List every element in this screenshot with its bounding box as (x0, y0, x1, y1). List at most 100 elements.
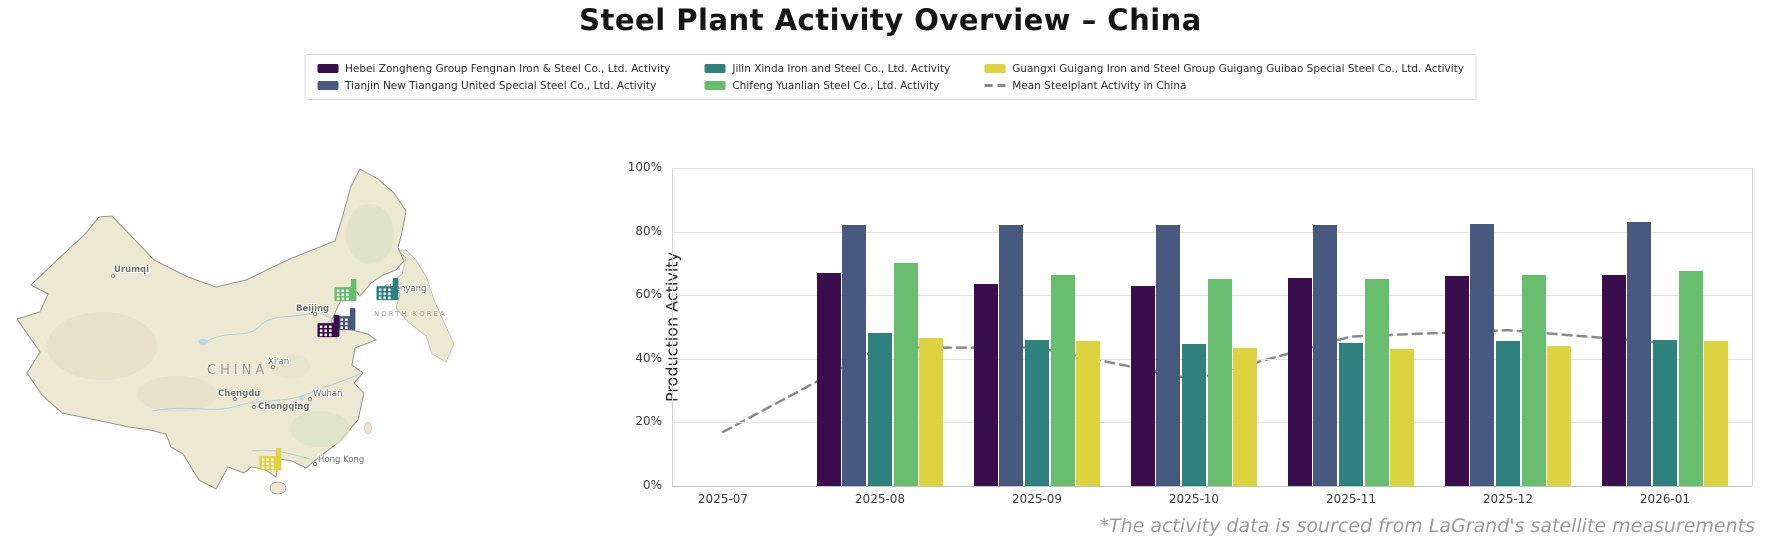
city-label-beijing: Beijing (296, 304, 329, 314)
yellow-river (206, 312, 339, 342)
x-tick-label: 2025-12 (1482, 492, 1534, 506)
x-axis-line (672, 486, 1752, 487)
city-dot-hongkong (312, 461, 318, 467)
legend-color-swatch (317, 64, 339, 73)
bar-2025-12-series3 (1521, 274, 1546, 486)
legend-label: Tianjin New Tiangang United Special Stee… (345, 79, 657, 92)
y-axis-label: Production Activity (662, 251, 682, 403)
legend-item-series-2: Jilin Xinda Iron and Steel Co., Ltd. Act… (704, 63, 950, 75)
terrain-patch (290, 411, 350, 447)
bar-2025-11-series0 (1287, 277, 1312, 486)
bar-2025-12-series4 (1547, 346, 1572, 486)
bar-2026-01-series0 (1601, 274, 1626, 486)
terrain-patch (137, 376, 217, 412)
legend-label: Guangxi Guigang Iron and Steel Group Gui… (1012, 62, 1464, 75)
bar-2025-12-series0 (1444, 276, 1469, 486)
axis-spine (672, 168, 673, 486)
region-label-north-korea: NORTH KOREA (374, 310, 447, 318)
china-landmass (16, 168, 407, 490)
x-tick-label: 2025-11 (1325, 492, 1377, 506)
terrain-patch (47, 312, 157, 380)
x-tick-label: 2026-01 (1639, 492, 1691, 506)
legend-color-swatch (984, 64, 1006, 73)
bar-2025-08-series1 (842, 225, 867, 486)
gridline (672, 358, 1752, 360)
chart-legend: Hebei Zongheng Group Fengnan Iron & Stee… (304, 54, 1477, 100)
bar-2025-09-series2 (1025, 339, 1049, 486)
city-dot-urumqi (110, 273, 116, 279)
bar-2025-10-series3 (1207, 279, 1232, 486)
bar-2026-01-series3 (1678, 271, 1703, 486)
x-tick-label: 2025-09 (1011, 492, 1063, 506)
yangtze-river (151, 372, 363, 412)
legend-label: Jilin Xinda Iron and Steel Co., Ltd. Act… (732, 62, 951, 75)
legend-label: Chifeng Yuanlian Steel Co., Ltd. Activit… (732, 79, 940, 92)
poyang-lake (299, 396, 305, 400)
bar-2025-10-series4 (1233, 347, 1258, 486)
axis-spine (1752, 168, 1753, 486)
city-dot-beijing (312, 311, 318, 317)
city-label-wuhan: Wuhan (313, 389, 342, 399)
city-label-chongqing: Chongqing (258, 402, 309, 412)
bar-2026-01-series1 (1627, 222, 1652, 486)
legend-color-swatch (704, 64, 726, 73)
city-dot-chongqing (251, 404, 257, 410)
bar-2025-12-series1 (1470, 223, 1495, 486)
bar-2026-01-series2 (1653, 339, 1677, 486)
bar-2025-09-series3 (1050, 274, 1075, 486)
x-tick-label: 2025-10 (1168, 492, 1220, 506)
gridline (672, 422, 1752, 424)
factory-icon-jilin (376, 277, 399, 301)
legend-item-series-0: Hebei Zongheng Group Fengnan Iron & Stee… (317, 63, 670, 75)
china-map: CHINA NORTH KOREA Urumqi Beijing Xi'an C… (16, 168, 455, 495)
y-tick-label: 20% (635, 414, 662, 429)
taiwan-island (364, 421, 372, 435)
y-tick-label: 100% (627, 160, 662, 174)
terrain-patch (270, 354, 310, 378)
country-label: CHINA (207, 363, 268, 378)
bar-2025-11-series4 (1390, 349, 1415, 486)
terrain-patch (346, 204, 394, 264)
city-dot-wuhan (307, 396, 313, 402)
city-dot-xian (270, 364, 276, 370)
qinghai-lake (198, 338, 208, 346)
legend-item-series-4: Guangxi Guigang Iron and Steel Group Gui… (984, 63, 1464, 75)
city-label-xian: Xi'an (268, 357, 289, 367)
bar-2025-10-series1 (1156, 225, 1181, 486)
bar-2025-11-series1 (1313, 225, 1338, 486)
city-label-chengdu: Chengdu (218, 389, 260, 399)
city-label-hongkong: Hong Kong (318, 455, 364, 465)
legend-label: Mean Steelplant Activity in China (1012, 79, 1187, 92)
legend-item-mean: Mean Steelplant Activity in China (984, 80, 1464, 92)
legend-color-swatch (317, 81, 339, 90)
legend-item-series-1: Tianjin New Tiangang United Special Stee… (317, 80, 670, 92)
bar-2025-08-series2 (868, 333, 892, 486)
bar-2025-10-series0 (1130, 285, 1155, 486)
bar-2025-08-series4 (919, 338, 944, 486)
bar-2025-08-series0 (816, 272, 841, 486)
y-tick-label: 40% (635, 350, 662, 365)
y-tick-label: 60% (635, 287, 662, 302)
bar-2025-11-series3 (1364, 279, 1389, 486)
bar-2025-09-series1 (999, 225, 1024, 486)
pearl-river (251, 449, 311, 460)
legend-color-swatch (704, 81, 726, 90)
gridline (672, 168, 1752, 169)
mean-activity-line (721, 328, 1667, 434)
x-tick-label: 2025-08 (854, 492, 906, 506)
footnote: *The activity data is sourced from LaGra… (1099, 515, 1755, 537)
gridline (672, 231, 1752, 233)
page-title: Steel Plant Activity Overview – China (579, 3, 1202, 37)
bar-2025-10-series2 (1182, 344, 1206, 486)
gridline (672, 295, 1752, 297)
legend-dash-swatch (984, 84, 1006, 87)
x-tick-label: 2025-07 (697, 492, 749, 506)
city-label-urumqi: Urumqi (114, 265, 149, 275)
bar-2025-11-series2 (1339, 342, 1363, 486)
bar-2025-08-series3 (893, 263, 918, 486)
city-dot-chengdu (232, 396, 238, 402)
legend-item-series-3: Chifeng Yuanlian Steel Co., Ltd. Activit… (704, 80, 950, 92)
hainan-island (269, 481, 287, 495)
y-tick-label: 80% (635, 223, 662, 238)
